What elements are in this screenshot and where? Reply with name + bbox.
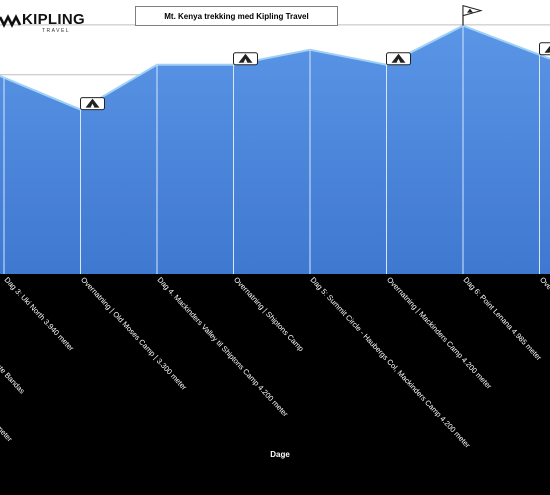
logo-brand: KIPLING — [22, 11, 85, 28]
logo-tagline: TRAVEL — [42, 28, 70, 34]
x-tick-label: Dag 4. Mackinders Valley til Shiptons Ca… — [156, 275, 291, 419]
x-tick-label: Dag 6: Point Lenana 4.985 meter — [462, 275, 544, 362]
logo-mark-icon — [0, 14, 22, 28]
tent-icon — [81, 98, 105, 110]
kipling-logo: KIPLING TRAVEL — [0, 10, 80, 34]
tent-icon — [387, 53, 411, 65]
chart-title: Mt. Kenya trekking med Kipling Travel — [135, 6, 338, 26]
x-tick-label: meter — [0, 423, 15, 444]
tent-icon — [540, 43, 550, 55]
x-tick-label: Overnatning | Shiptons Camp — [232, 275, 306, 353]
x-tick-label: Ove — [538, 275, 550, 291]
x-tick-label: rk Gate Bandas — [0, 351, 27, 395]
x-tick-label: Dag 3: Uki North 3.940 meter — [3, 275, 76, 353]
x-axis-title: Dage — [260, 450, 300, 459]
tent-icon — [234, 53, 258, 65]
x-tick-label: Dag 5: Summit Circle - Haubergs Col, Mac… — [309, 275, 473, 450]
